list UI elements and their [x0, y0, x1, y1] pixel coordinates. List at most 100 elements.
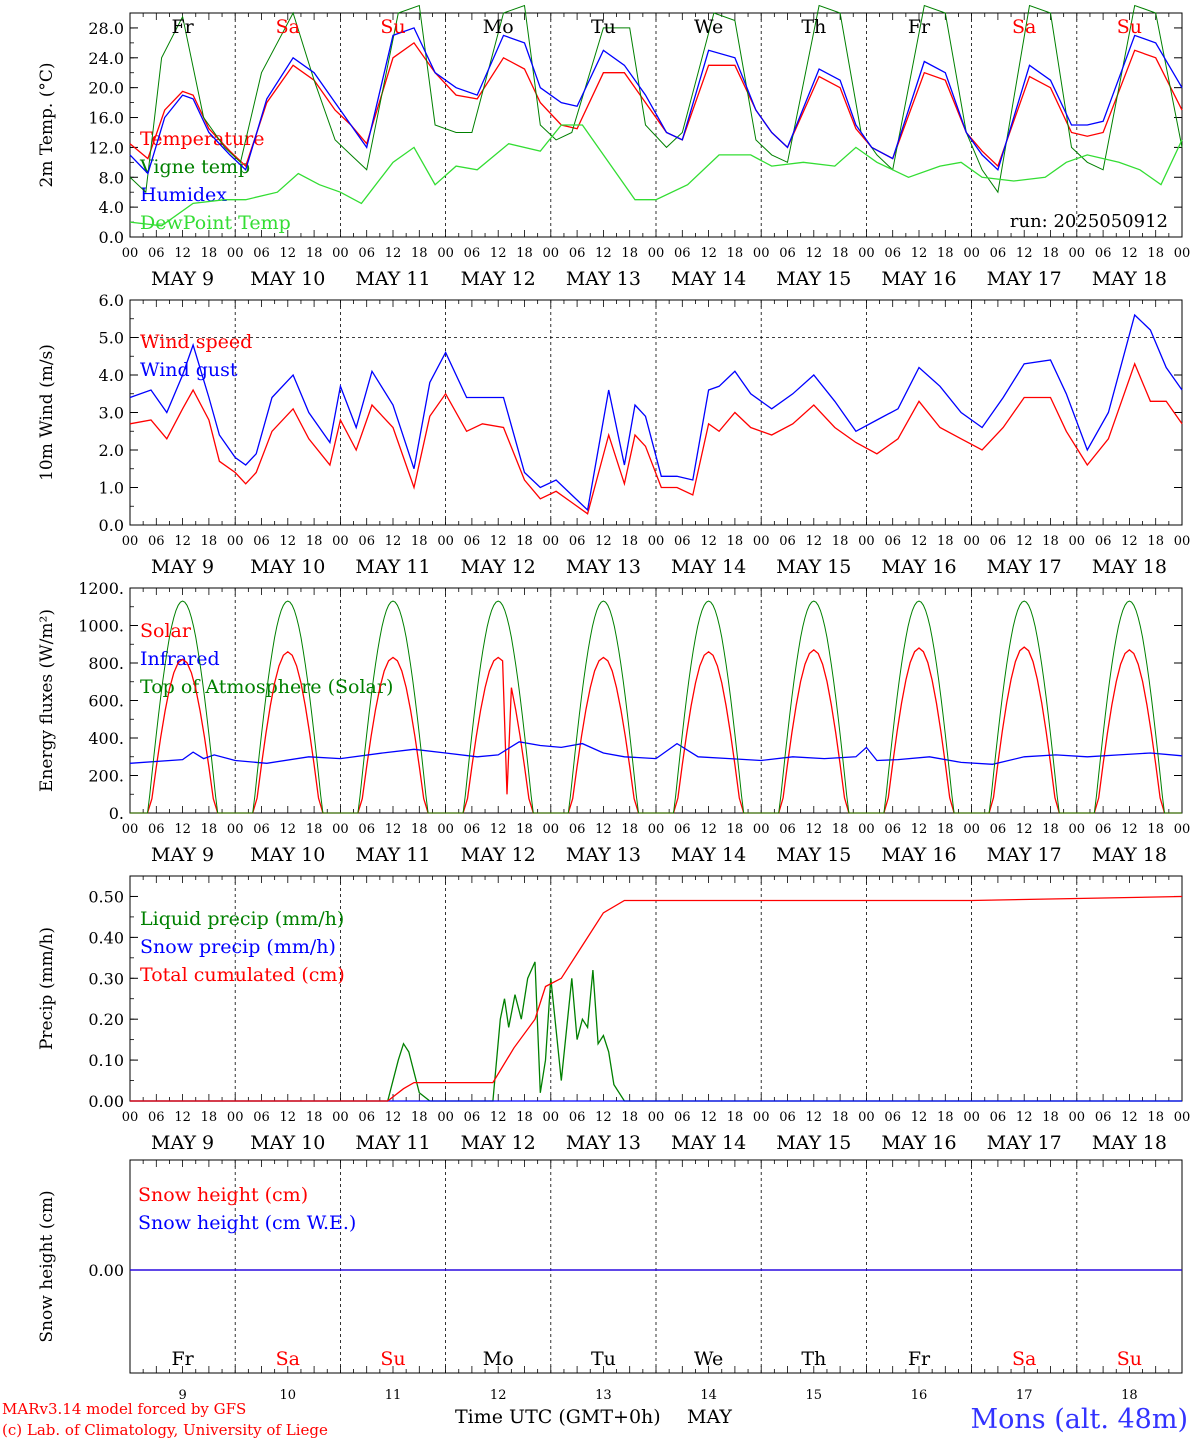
- date-label: MAY 17: [987, 1132, 1062, 1154]
- day-number-label: 15: [806, 1388, 823, 1403]
- y-tick-label: 6.0: [99, 291, 124, 310]
- y-tick-label: 0.50: [88, 887, 124, 906]
- hour-tick-label: 18: [937, 246, 954, 261]
- series-liquid-precip-mm-h: [130, 961, 1182, 1102]
- credit-line-2: (c) Lab. of Climatology, University of L…: [2, 1421, 328, 1439]
- date-label: MAY 13: [566, 844, 641, 866]
- legend-entry: Snow precip (mm/h): [140, 936, 336, 958]
- hour-tick-label: 12: [174, 822, 191, 837]
- hour-tick-label: 06: [674, 246, 691, 261]
- hour-tick-label: 06: [253, 246, 270, 261]
- weekday-label: Fr: [171, 1348, 194, 1370]
- weekday-label: Tu: [591, 16, 616, 38]
- y-tick-label: 12.0: [88, 138, 124, 157]
- hour-tick-label: 06: [990, 246, 1007, 261]
- date-label: MAY 15: [776, 268, 851, 290]
- date-label: MAY 18: [1092, 1132, 1167, 1154]
- date-label: MAY 15: [776, 1132, 851, 1154]
- plot-frame: [129, 299, 1183, 526]
- hour-tick-label: 00: [858, 822, 875, 837]
- hour-tick-label: 06: [569, 246, 586, 261]
- hour-tick-label: 12: [700, 534, 717, 549]
- y-tick-label: 8.0: [99, 168, 124, 187]
- hour-tick-label: 12: [490, 822, 507, 837]
- hour-tick-label: 12: [806, 822, 823, 837]
- hour-tick-label: 00: [1174, 246, 1191, 261]
- hour-tick-label: 00: [963, 1110, 980, 1125]
- hour-tick-label: 18: [832, 246, 849, 261]
- hour-tick-label: 06: [779, 246, 796, 261]
- hour-tick-label: 00: [1069, 822, 1086, 837]
- hour-tick-label: 18: [201, 246, 218, 261]
- hour-tick-label: 18: [201, 822, 218, 837]
- y-tick-label: 0.30: [88, 969, 124, 988]
- day-number-label: 9: [178, 1388, 186, 1403]
- hour-tick-label: 06: [569, 1110, 586, 1125]
- weekday-label: We: [694, 1348, 723, 1370]
- hour-tick-label: 00: [753, 534, 770, 549]
- hour-tick-label: 12: [1121, 1110, 1138, 1125]
- day-number-label: 18: [1121, 1388, 1138, 1403]
- hour-tick-label: 18: [201, 1110, 218, 1125]
- legend-entry: DewPoint Temp: [140, 212, 291, 234]
- y-tick-label: 400.: [88, 729, 124, 748]
- hour-tick-label: 18: [411, 534, 428, 549]
- weekday-label: Su: [1117, 1348, 1142, 1370]
- hour-tick-label: 00: [963, 822, 980, 837]
- hour-tick-label: 18: [937, 534, 954, 549]
- hour-tick-label: 00: [543, 246, 560, 261]
- plot-frame: [129, 587, 1183, 814]
- hour-tick-label: 00: [332, 534, 349, 549]
- hour-tick-label: 18: [1042, 822, 1059, 837]
- date-label: MAY 10: [250, 1132, 325, 1154]
- hour-tick-label: 12: [911, 822, 928, 837]
- series-vigne-temp: [129, 4, 1183, 194]
- panel-1: 0.0 4.0 8.0 12.0 16.0 20.0 24.0 28.0 2m Temp. (°…: [37, 12, 1191, 290]
- y-tick-label: 24.0: [88, 49, 124, 68]
- series-wind-gust: [129, 313, 1183, 512]
- hour-tick-label: 06: [569, 534, 586, 549]
- hour-tick-label: 06: [569, 822, 586, 837]
- hour-tick-label: 00: [437, 246, 454, 261]
- series-wind-speed: [129, 361, 1183, 515]
- hour-tick-label: 18: [937, 822, 954, 837]
- weekday-label: Tu: [591, 1348, 616, 1370]
- date-label: MAY 12: [461, 844, 536, 866]
- hour-tick-label: 12: [280, 246, 297, 261]
- hour-tick-label: 12: [1121, 246, 1138, 261]
- hour-tick-label: 12: [1016, 246, 1033, 261]
- y-tick-label: 2.0: [99, 441, 124, 460]
- hour-tick-label: 06: [1095, 534, 1112, 549]
- hour-tick-label: 06: [779, 534, 796, 549]
- hour-tick-label: 18: [832, 534, 849, 549]
- weekday-label: Su: [380, 1348, 405, 1370]
- hour-tick-label: 12: [174, 246, 191, 261]
- hour-tick-label: 12: [385, 822, 402, 837]
- hour-tick-label: 12: [385, 1110, 402, 1125]
- date-label: MAY 17: [987, 268, 1062, 290]
- y-tick-label: 0.00: [88, 1092, 124, 1111]
- hour-tick-label: 18: [411, 246, 428, 261]
- day-number-label: 13: [595, 1388, 612, 1403]
- hour-tick-label: 12: [490, 534, 507, 549]
- hour-tick-label: 18: [1042, 246, 1059, 261]
- weekday-label: Th: [801, 1348, 826, 1370]
- date-label: MAY 17: [987, 844, 1062, 866]
- weekday-label: Th: [801, 16, 826, 38]
- day-number-label: 12: [490, 1388, 507, 1403]
- hour-tick-label: 06: [884, 246, 901, 261]
- hour-tick-label: 18: [621, 1110, 638, 1125]
- series-infrared: [129, 741, 1183, 765]
- legend-entry: Solar: [140, 620, 192, 642]
- date-label: MAY 14: [671, 844, 746, 866]
- y-tick-label: 28.0: [88, 19, 124, 38]
- hour-tick-label: 12: [385, 534, 402, 549]
- hour-tick-label: 06: [358, 246, 375, 261]
- hour-tick-label: 00: [963, 534, 980, 549]
- y-tick-label: 4.0: [99, 198, 124, 217]
- hour-tick-label: 00: [1069, 1110, 1086, 1125]
- hour-tick-label: 00: [227, 534, 244, 549]
- hour-tick-label: 00: [437, 534, 454, 549]
- hour-tick-label: 06: [1095, 822, 1112, 837]
